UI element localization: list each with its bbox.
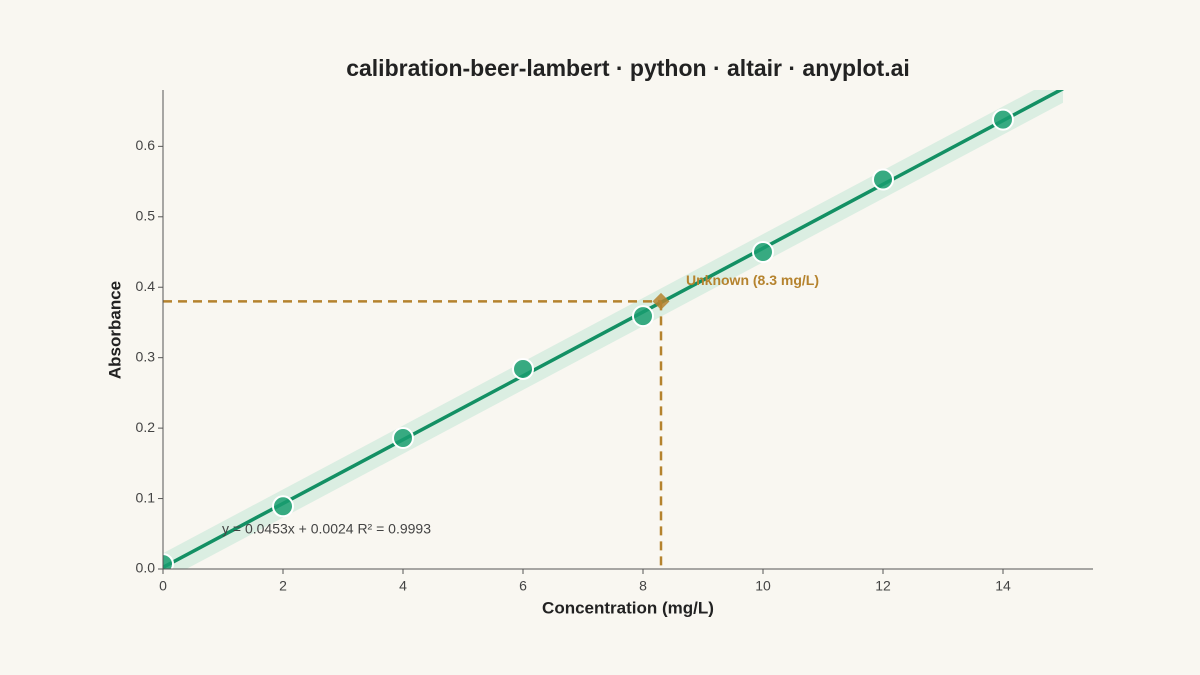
plot-area <box>163 90 1064 569</box>
standard-point <box>632 305 654 328</box>
y-tick-label: 0.5 <box>136 207 156 223</box>
unknown-point <box>652 292 670 310</box>
y-tick-label: 0.3 <box>136 348 156 364</box>
x-axis-label: Concentration (mg/L) <box>542 598 714 617</box>
x-tick-label: 4 <box>399 578 407 594</box>
y-tick-label: 0.1 <box>136 489 156 505</box>
standard-point <box>163 553 174 569</box>
chart-title: calibration-beer-lambert · python · alta… <box>346 55 910 81</box>
y-tick-label: 0.6 <box>136 137 156 153</box>
y-tick-label: 0.4 <box>136 278 156 294</box>
x-tick-label: 0 <box>159 578 167 594</box>
x-tick-label: 6 <box>519 578 527 594</box>
x-tick-label: 8 <box>639 578 647 594</box>
x-tick-label: 14 <box>995 578 1011 594</box>
y-axis-label: Absorbance <box>105 281 124 379</box>
unknown-label: Unknown (8.3 mg/L) <box>686 272 819 288</box>
standard-point <box>512 357 534 380</box>
x-tick-label: 12 <box>875 578 891 594</box>
y-tick-label: 0.0 <box>136 560 156 576</box>
y-tick-label: 0.2 <box>136 419 156 435</box>
x-tick-label: 10 <box>755 578 771 594</box>
standard-point <box>752 241 774 264</box>
standard-point <box>872 168 894 191</box>
fit-equation: y = 0.0453x + 0.0024 R² = 0.9993 <box>222 521 431 537</box>
standard-point <box>272 495 294 518</box>
fit-line <box>163 90 1064 569</box>
x-tick-label: 2 <box>279 578 287 594</box>
standard-point <box>392 426 414 449</box>
standard-point <box>992 108 1014 131</box>
